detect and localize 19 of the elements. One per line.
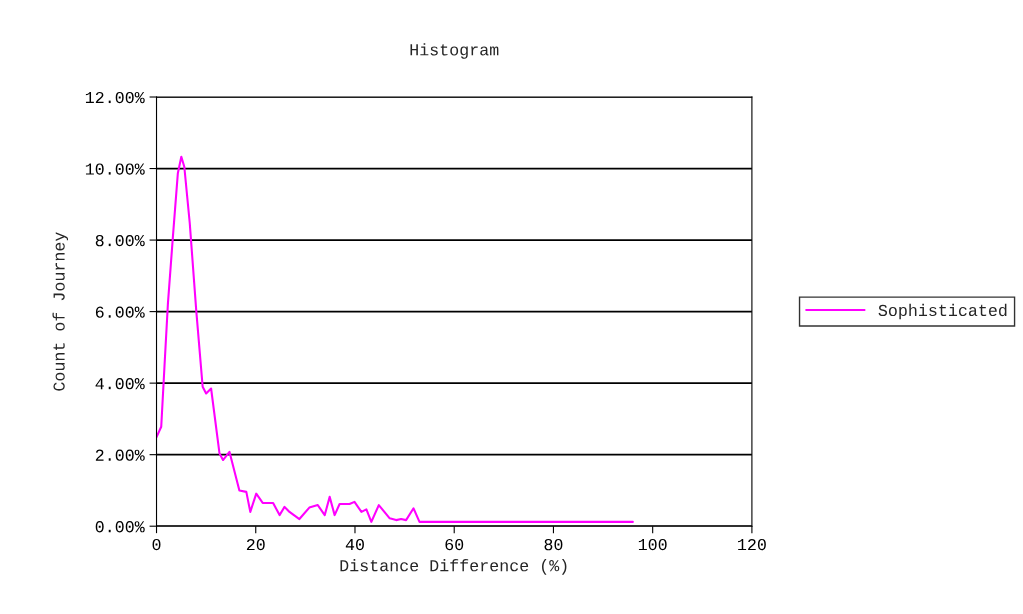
y-tick-label: 6.00% <box>95 306 145 318</box>
x-tick-label: 120 <box>738 538 766 551</box>
y-tick-label: 10.00% <box>85 163 145 175</box>
y-tick-label: 12.00% <box>85 91 145 104</box>
x-axis-title: Distance Difference (%) <box>340 559 567 575</box>
y-axis-title: Count of Journey <box>52 232 69 391</box>
x-tick-label: 100 <box>638 538 667 551</box>
x-tick-label: 0 <box>152 538 161 551</box>
x-tick-label: 40 <box>345 538 364 551</box>
y-tick-label: 0.00% <box>95 521 145 533</box>
y-tick-label: 4.00% <box>95 378 145 390</box>
y-tick-label: 8.00% <box>95 234 145 247</box>
x-tick-label: 20 <box>246 538 265 551</box>
line-series <box>156 155 634 523</box>
x-tick-label: 80 <box>544 538 563 551</box>
x-tick-label: 60 <box>445 538 464 551</box>
chart-title: Histogram <box>410 43 499 59</box>
y-tick-label: 2.00% <box>95 449 145 461</box>
legend-label: Sophisticated <box>878 303 1007 320</box>
